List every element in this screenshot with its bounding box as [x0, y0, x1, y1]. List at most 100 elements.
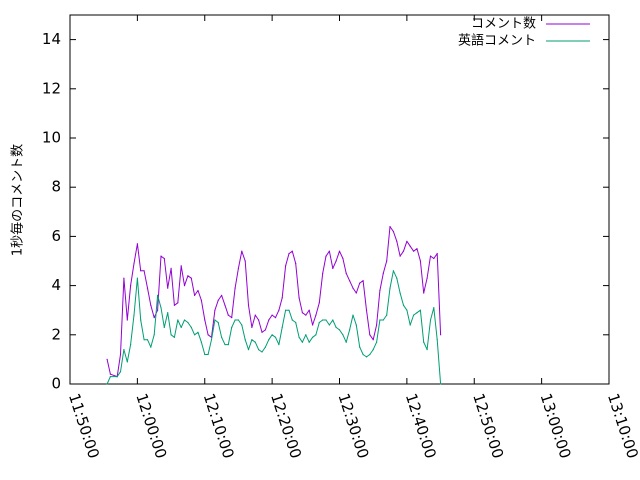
data-point — [315, 314, 317, 316]
data-point — [268, 319, 270, 321]
data-point — [187, 321, 189, 324]
x-tick-label: 12:00:00 — [132, 391, 170, 461]
data-point — [402, 250, 405, 252]
data-point — [406, 309, 408, 311]
data-point — [359, 346, 361, 348]
data-point — [281, 297, 283, 299]
data-point — [180, 265, 182, 267]
data-point — [207, 353, 209, 356]
data-point — [288, 253, 290, 255]
data-point — [338, 250, 341, 252]
data-point — [153, 334, 155, 336]
data-point — [200, 299, 202, 301]
data-point — [116, 376, 118, 378]
data-point — [423, 341, 425, 343]
data-point — [133, 314, 135, 316]
data-point — [271, 334, 273, 336]
data-point — [126, 361, 128, 363]
data-point — [173, 336, 175, 338]
data-point — [244, 260, 246, 262]
data-point — [237, 267, 239, 269]
data-point — [109, 373, 111, 375]
data-point — [180, 326, 182, 328]
data-point — [369, 353, 371, 356]
data-point — [312, 324, 314, 326]
data-point — [362, 280, 364, 282]
data-point — [106, 358, 108, 360]
data-point — [386, 260, 388, 262]
data-point — [227, 344, 229, 346]
data-point — [416, 248, 418, 250]
data-point — [274, 317, 277, 319]
x-tick-label: 12:10:00 — [200, 391, 238, 461]
data-point — [440, 383, 442, 385]
data-point — [264, 346, 266, 348]
data-point — [423, 292, 425, 294]
data-point — [301, 341, 303, 343]
data-point — [419, 309, 421, 311]
y-tick-label: 8 — [51, 178, 61, 196]
x-tick-label: 12:30:00 — [334, 391, 372, 461]
data-point — [194, 334, 196, 336]
data-point — [386, 314, 388, 316]
data-point — [379, 289, 381, 292]
data-point — [298, 336, 300, 338]
series-line — [106, 270, 442, 385]
data-point — [197, 289, 199, 292]
data-point — [241, 250, 243, 252]
plot-frame — [69, 14, 610, 385]
data-point — [325, 255, 327, 257]
data-point — [433, 307, 435, 309]
data-point — [278, 309, 280, 311]
y-tick-label: 10 — [42, 129, 61, 147]
data-point — [234, 287, 236, 289]
data-point — [231, 317, 233, 319]
data-point — [258, 319, 260, 321]
data-point — [436, 339, 438, 341]
data-point — [312, 336, 314, 338]
data-point — [167, 287, 169, 289]
data-point — [150, 346, 152, 348]
data-point — [365, 309, 368, 311]
y-axis-label: 1秒毎のコメント数 — [10, 144, 26, 256]
data-point — [332, 267, 334, 269]
data-point — [399, 292, 401, 294]
data-point — [214, 319, 216, 321]
data-point — [190, 326, 192, 328]
data-point — [187, 275, 189, 277]
data-point — [355, 292, 357, 294]
data-point — [170, 334, 172, 336]
legend-entry-label: コメント数 — [471, 17, 536, 32]
x-tick-label: 12:40:00 — [402, 391, 440, 461]
data-point — [183, 285, 186, 287]
data-point — [318, 321, 320, 324]
data-point — [177, 319, 179, 321]
data-point — [359, 282, 361, 284]
data-point — [123, 277, 125, 279]
data-point — [227, 314, 229, 316]
data-point — [301, 312, 303, 314]
data-point — [376, 341, 378, 343]
data-point — [109, 376, 111, 378]
data-point — [419, 260, 421, 262]
data-point — [349, 280, 351, 282]
data-point — [413, 314, 415, 316]
y-tick-label: 12 — [42, 79, 61, 97]
data-point — [308, 309, 310, 311]
data-point — [278, 344, 280, 346]
data-point — [194, 294, 196, 296]
data-point — [322, 319, 324, 321]
data-point — [234, 319, 236, 321]
data-point — [214, 309, 216, 311]
x-tick-label: 12:20:00 — [267, 391, 305, 461]
data-point — [399, 255, 401, 257]
legend-entry-label: 英語コメント — [458, 33, 536, 49]
data-point — [221, 336, 223, 338]
data-point — [237, 319, 239, 321]
data-point — [241, 324, 243, 326]
data-point — [342, 334, 344, 336]
data-point — [335, 260, 337, 262]
data-point — [173, 304, 175, 306]
data-point — [268, 339, 270, 341]
